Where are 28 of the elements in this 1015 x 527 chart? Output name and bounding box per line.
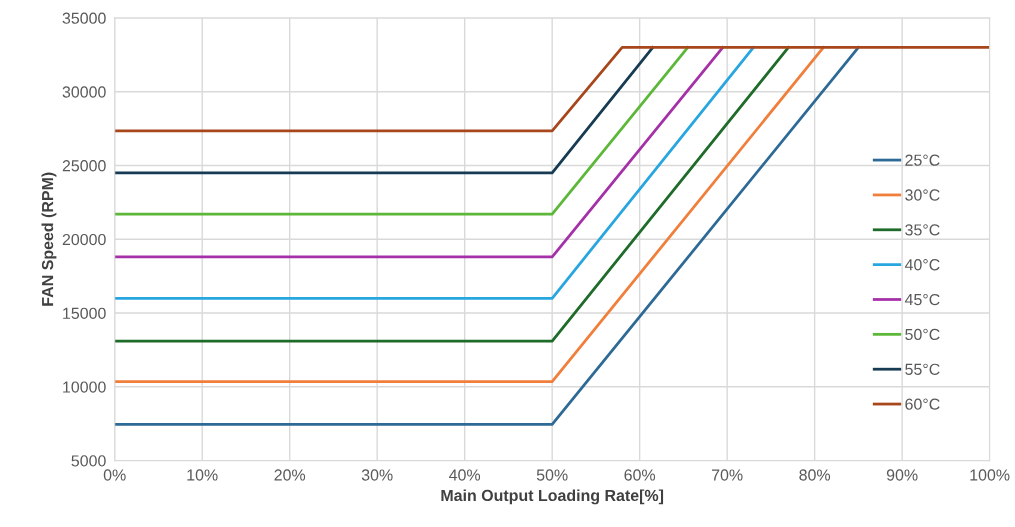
legend-label: 30°C — [905, 189, 940, 201]
legend-label: 35°C — [905, 224, 940, 236]
x-tick-label: 40% — [449, 469, 481, 481]
y-tick-label: 15000 — [63, 307, 106, 319]
y-tick-label: 30000 — [62, 86, 106, 98]
legend-label: 45°C — [904, 293, 940, 306]
x-tick-label: 70% — [711, 469, 743, 481]
y-axis-title: FAN Speed (RPM) — [41, 172, 57, 306]
x-tick-label: 100% — [970, 469, 1010, 481]
legend-label: 25°C — [905, 154, 940, 166]
y-tick-label: 5000 — [71, 455, 106, 467]
y-tick-label: 35000 — [62, 12, 106, 24]
y-tick-label: 10000 — [63, 381, 106, 393]
legend-label: 40°C — [904, 259, 940, 271]
y-tick-label: 20000 — [62, 233, 106, 246]
x-tick-label: 20% — [274, 469, 306, 481]
legend-label: 50°C — [905, 328, 940, 341]
legend-label: 60°C — [905, 398, 940, 410]
x-tick-label: 30% — [361, 469, 393, 481]
x-axis-title: Main Output Loading Rate[%] — [441, 489, 664, 505]
x-tick-label: 0% — [103, 469, 126, 481]
legend-label: 55°C — [905, 363, 940, 375]
x-tick-label: 90% — [886, 469, 918, 481]
x-tick-label: 50% — [536, 469, 568, 481]
x-tick-label: 80% — [799, 469, 831, 481]
x-tick-label: 60% — [624, 469, 656, 481]
y-tick-label: 25000 — [62, 160, 106, 172]
x-tick-label: 10% — [187, 469, 218, 481]
